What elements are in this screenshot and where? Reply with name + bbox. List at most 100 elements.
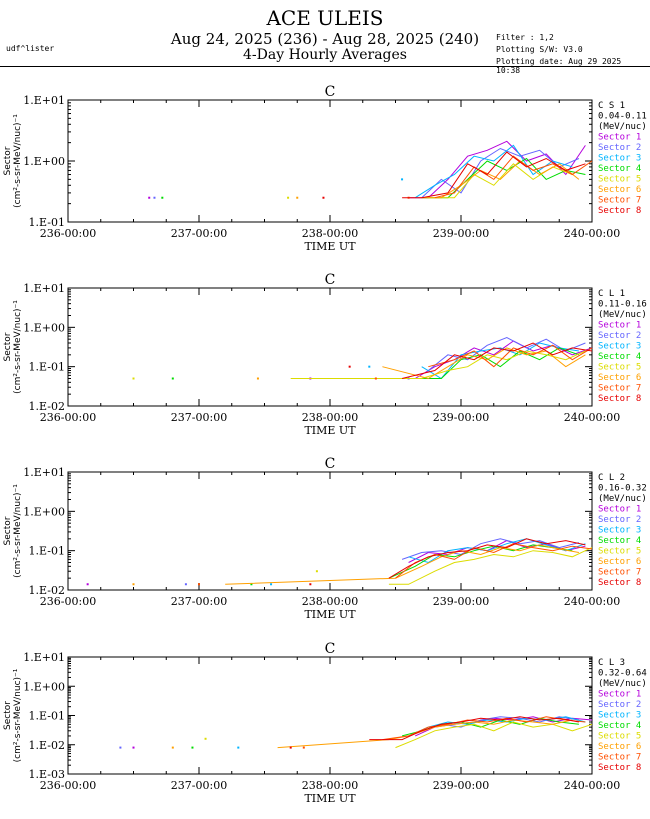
x-tick-label: 236-00:00	[40, 779, 96, 792]
legend-entry: Sector 8	[598, 394, 641, 404]
legend-header-line: 0.32-0.64	[598, 669, 647, 679]
x-tick-label: 236-00:00	[40, 411, 96, 424]
x-tick-label: 237-00:00	[171, 227, 227, 240]
legend-header-line: C S 1	[598, 101, 625, 111]
x-tick-label: 238-00:00	[302, 779, 358, 792]
legend-entry: Sector 4	[598, 352, 641, 362]
series-line	[225, 544, 579, 585]
series-line	[382, 716, 586, 741]
y-axis-label: Sector	[3, 332, 13, 361]
series-line	[388, 544, 573, 579]
data-point	[368, 365, 371, 368]
y-axis-unit-label: (cm²-s-sr-MeV/nuc)⁻¹	[13, 484, 23, 578]
y-tick-label: 1.E+00	[23, 155, 65, 168]
legend-header-line: 0.04-0.11	[598, 112, 647, 122]
data-point	[132, 746, 135, 749]
y-axis-label: Sector	[3, 701, 13, 730]
series-line	[402, 151, 586, 199]
y-axis-label: Sector	[3, 516, 13, 545]
series-line	[277, 719, 573, 749]
data-point	[302, 746, 305, 749]
data-point	[401, 178, 404, 181]
data-point	[237, 746, 240, 749]
x-tick-label: 237-00:00	[171, 779, 227, 792]
legend-entry: Sector 8	[598, 578, 641, 588]
x-tick-label: 236-00:00	[40, 227, 96, 240]
legend-entry: Sector 3	[598, 711, 641, 721]
plot-frame	[67, 287, 593, 407]
legend-entry: Sector 2	[598, 700, 641, 710]
legend-header-line: C L 2	[598, 473, 625, 483]
data-point	[296, 196, 299, 199]
y-tick-label: 1.E-01	[29, 361, 65, 374]
data-point	[132, 377, 135, 380]
y-tick-label: 1.E-02	[29, 739, 65, 752]
averaging-label: 4-Day Hourly Averages	[243, 47, 407, 63]
series-line	[382, 347, 586, 380]
data-point	[184, 583, 187, 586]
legend-entry: Sector 8	[598, 763, 641, 773]
panel-title: C	[325, 641, 336, 657]
data-point	[171, 377, 174, 380]
x-axis-label: TIME UT	[304, 792, 356, 805]
data-point	[309, 583, 312, 586]
panel-4: C 1.E-03 1.E-02 1.E-01 1.E+00 1.E+01 236-00:00…	[3, 641, 647, 805]
plot-title: ACE ULEIS	[266, 6, 384, 30]
legend-entry: Sector 5	[598, 547, 641, 557]
x-axis-label: TIME UT	[304, 240, 356, 253]
y-axis-label: Sector	[3, 146, 13, 175]
legend-header-line: C L 3	[598, 658, 625, 668]
legend-entry: Sector 1	[598, 321, 641, 331]
legend-header-line: (MeV/nuc)	[598, 494, 647, 504]
legend-entry: Sector 7	[598, 384, 641, 394]
x-axis-label: TIME UT	[304, 424, 356, 437]
x-tick-label: 240-00:00	[564, 227, 620, 240]
plot-frame	[67, 471, 593, 591]
date-range: Aug 24, 2025 (236) - Aug 28, 2025 (240)	[170, 30, 480, 48]
data-point	[171, 746, 174, 749]
y-tick-label: 1.E-03	[29, 768, 65, 781]
data-point	[289, 746, 292, 749]
legend-entry: Sector 6	[598, 557, 641, 567]
x-tick-label: 239-00:00	[433, 227, 489, 240]
legend-entry: Sector 6	[598, 742, 641, 752]
series-line	[421, 157, 586, 199]
panel-1: C 1.E-01 1.E+00 1.E+01 236-00:00 237-00:00 238…	[3, 84, 647, 253]
series-line	[336, 347, 580, 379]
panel-2: C 1.E-02 1.E-01 1.E+00 1.E+01 236-00:00 237-00…	[3, 272, 647, 437]
data-point	[256, 377, 259, 380]
legend-entry: Sector 1	[598, 133, 641, 143]
software-label: Plotting S/W: V3.0	[496, 45, 583, 54]
y-tick-label: 1.E+01	[23, 282, 65, 295]
y-tick-label: 1.E-01	[29, 710, 65, 723]
data-point	[191, 746, 194, 749]
plot-frame	[67, 99, 593, 223]
series-line	[388, 538, 586, 579]
legend-entry: Sector 1	[598, 690, 641, 700]
data-point	[198, 583, 200, 586]
legend-entry: Sector 1	[598, 505, 641, 515]
plot-date-label: Plotting date: Aug 29 2025 10:38	[496, 57, 622, 75]
legend-header-line: 0.16-0.32	[598, 484, 647, 494]
legend-header-line: C L 1	[598, 289, 625, 299]
panel-3: C 1.E-02 1.E-01 1.E+00 1.E+01 236-00:00 237-00…	[3, 456, 647, 621]
data-point	[287, 196, 290, 199]
legend-entry: Sector 7	[598, 568, 641, 578]
legend-entry: Sector 3	[598, 154, 641, 164]
y-axis-unit-label: (cm²-s-sr-MeV/nuc)⁻¹	[13, 300, 23, 394]
x-tick-label: 240-00:00	[564, 595, 620, 608]
legend-entry: Sector 8	[598, 206, 641, 216]
legend-entry: Sector 5	[598, 175, 641, 185]
series-line	[388, 547, 593, 585]
legend-entry: Sector 7	[598, 753, 641, 763]
y-tick-label: 1.E+00	[23, 680, 65, 693]
y-axis-unit-label: (cm²-s-sr-MeV/nuc)⁻¹	[13, 114, 23, 208]
data-point	[161, 196, 164, 199]
panel-title: C	[325, 84, 336, 100]
legend-header-line: (MeV/nuc)	[598, 679, 647, 689]
y-tick-label: 1.E+01	[23, 466, 65, 479]
x-tick-label: 238-00:00	[302, 227, 358, 240]
y-tick-label: 1.E+01	[23, 94, 65, 107]
x-tick-label: 237-00:00	[171, 595, 227, 608]
